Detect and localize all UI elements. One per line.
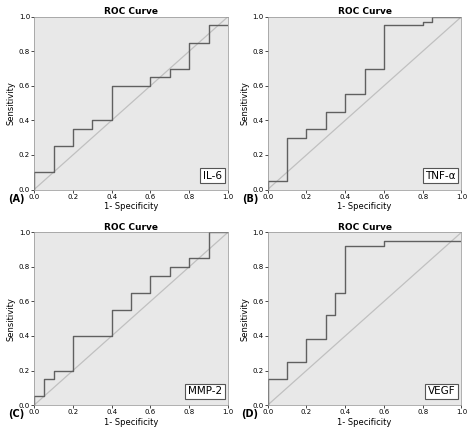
Text: (D): (D) (241, 409, 258, 419)
Y-axis label: Sensitivity: Sensitivity (240, 297, 249, 341)
Title: ROC Curve: ROC Curve (337, 223, 392, 232)
X-axis label: 1- Specificity: 1- Specificity (104, 418, 158, 427)
X-axis label: 1- Specificity: 1- Specificity (337, 418, 392, 427)
Title: ROC Curve: ROC Curve (104, 223, 158, 232)
Y-axis label: Sensitivity: Sensitivity (240, 81, 249, 125)
Text: IL-6: IL-6 (203, 171, 222, 181)
Text: (A): (A) (8, 194, 25, 204)
Text: (C): (C) (9, 409, 25, 419)
Y-axis label: Sensitivity: Sensitivity (7, 297, 16, 341)
Text: MMP-2: MMP-2 (188, 386, 222, 397)
Title: ROC Curve: ROC Curve (337, 7, 392, 16)
Title: ROC Curve: ROC Curve (104, 7, 158, 16)
X-axis label: 1- Specificity: 1- Specificity (104, 202, 158, 211)
Text: VEGF: VEGF (428, 386, 456, 397)
Text: (B): (B) (242, 194, 258, 204)
Text: TNF-α: TNF-α (425, 171, 456, 181)
X-axis label: 1- Specificity: 1- Specificity (337, 202, 392, 211)
Y-axis label: Sensitivity: Sensitivity (7, 81, 16, 125)
